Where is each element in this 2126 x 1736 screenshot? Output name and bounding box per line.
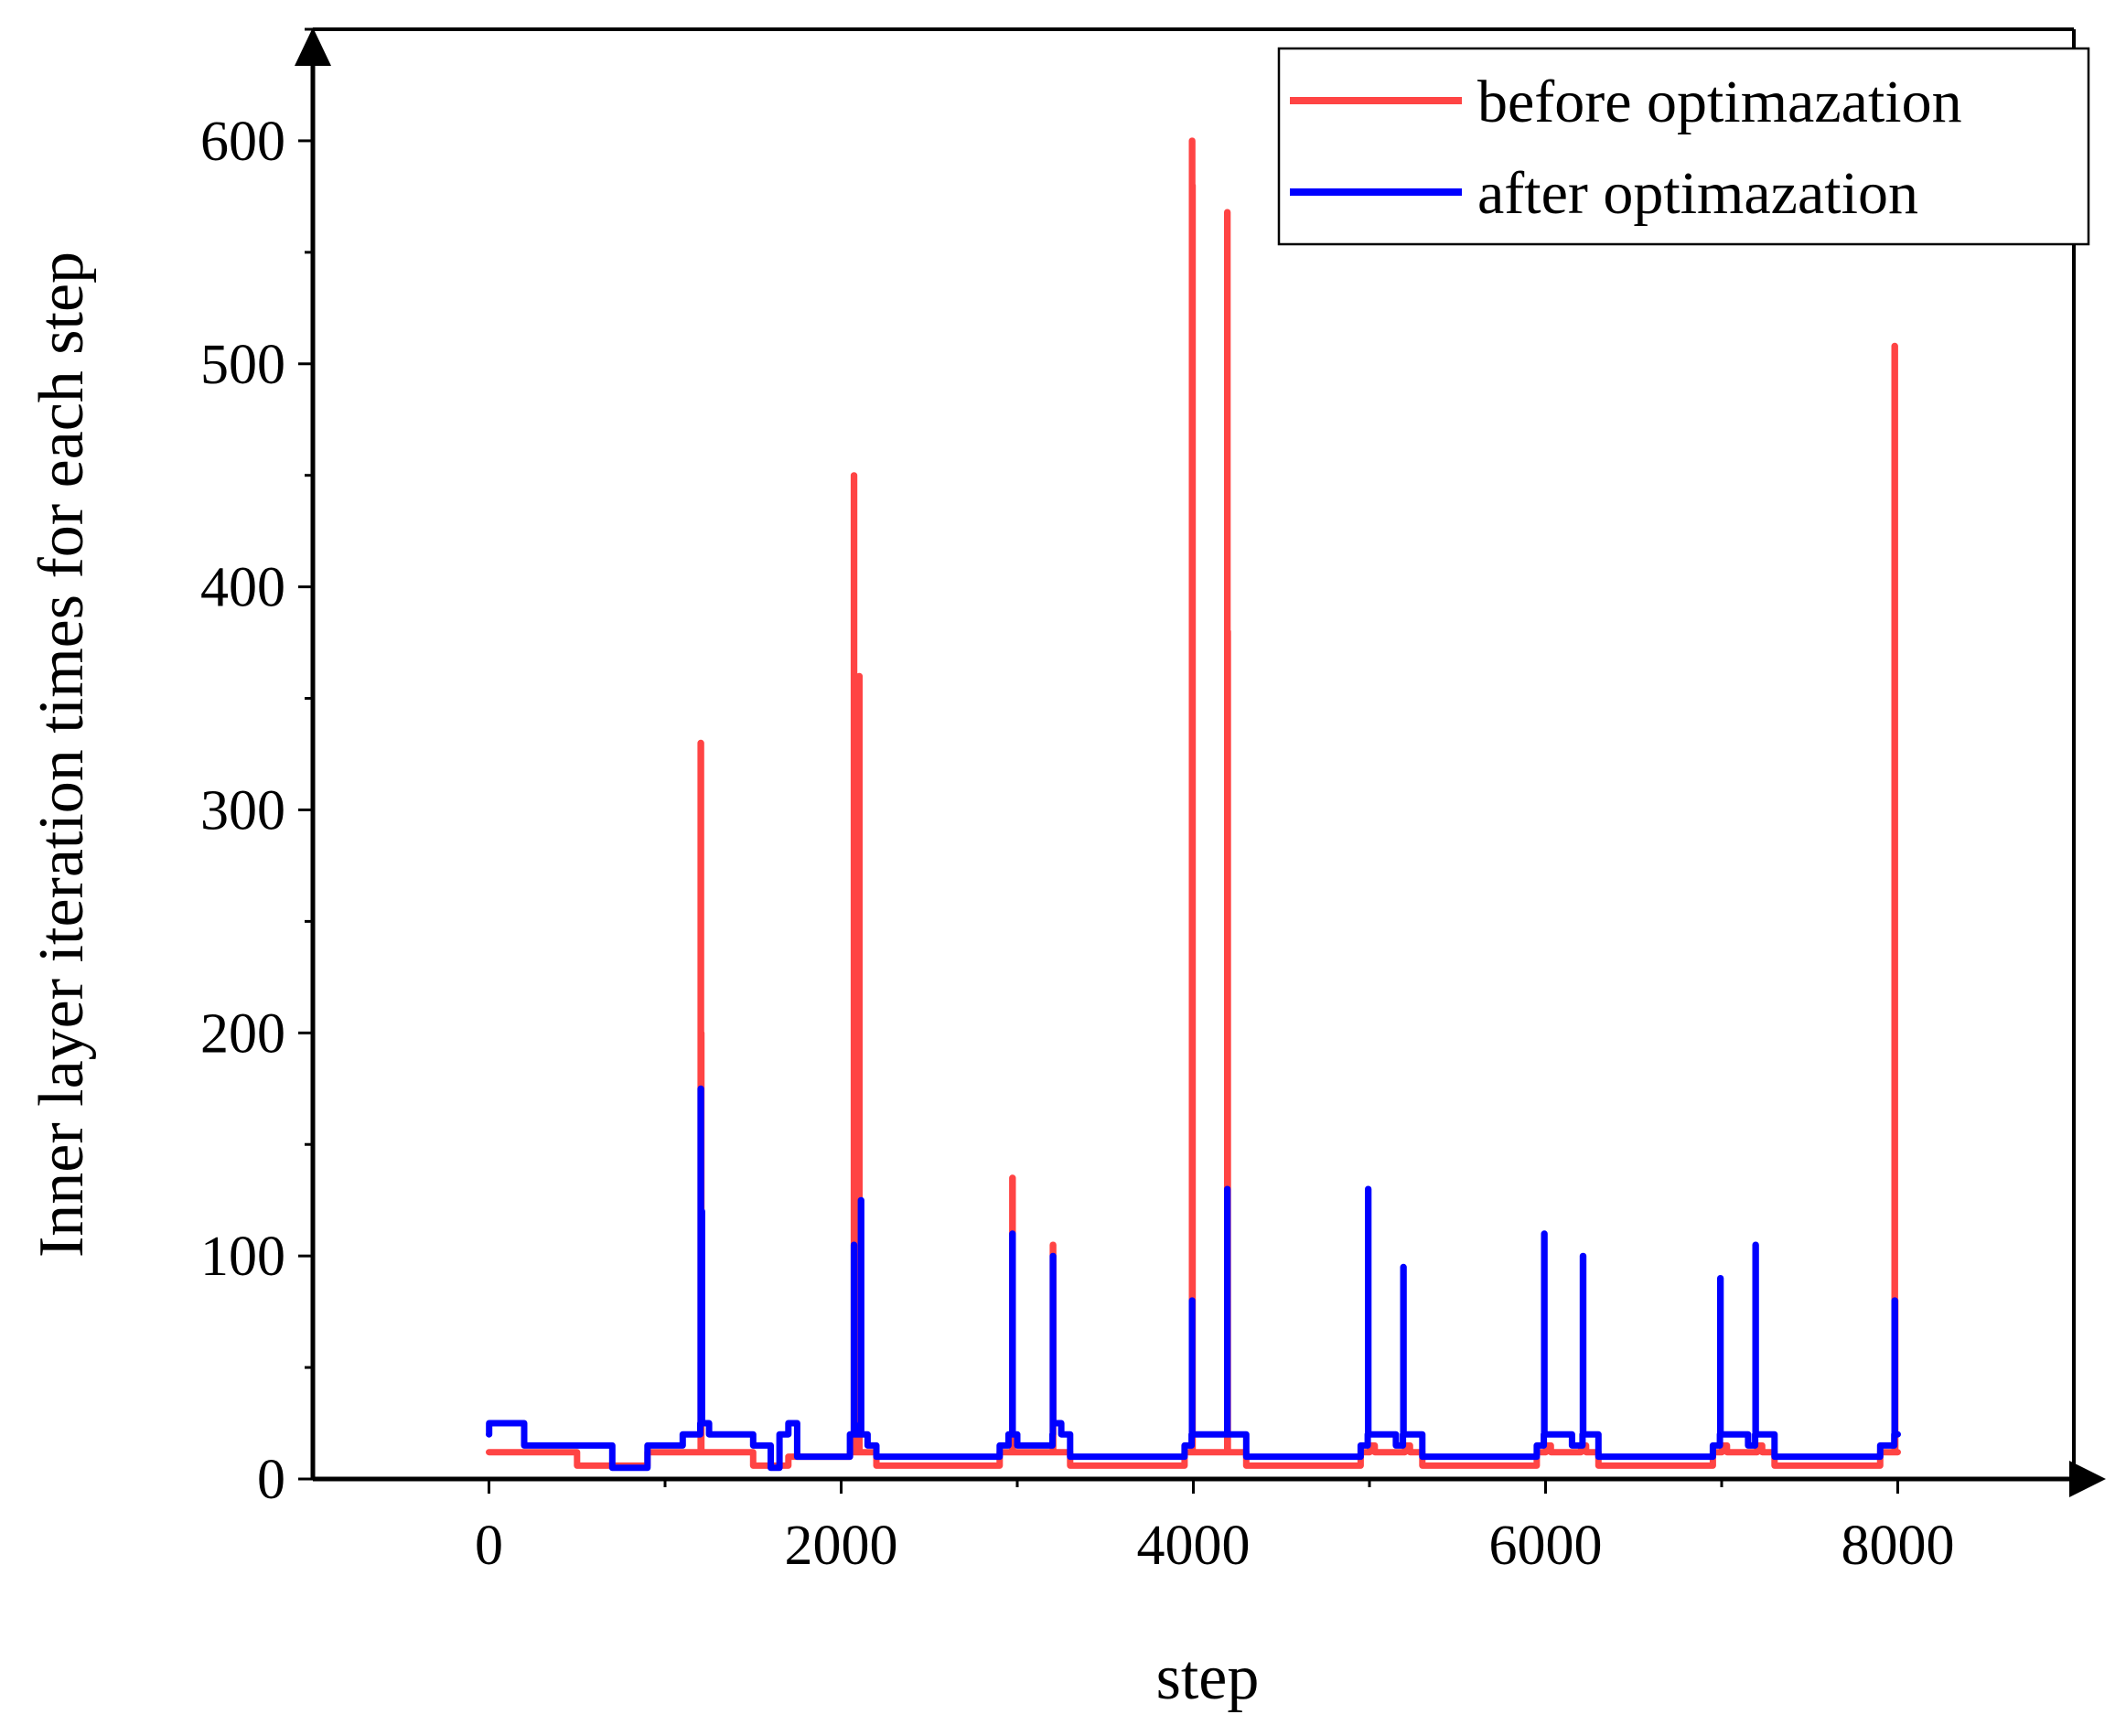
x-tick-label: 8000 xyxy=(1841,1515,1955,1577)
x-tick-label: 2000 xyxy=(785,1515,898,1577)
x-tick-label: 0 xyxy=(475,1515,503,1577)
y-tick-label: 500 xyxy=(200,334,285,396)
ticks-layer: 0 2000 4000 6000 8000 0 100 200 300 400 500 600 xyxy=(200,27,1955,1577)
y-axis-arrow xyxy=(295,27,331,66)
x-tick-label: 6000 xyxy=(1489,1515,1603,1577)
series-layer xyxy=(486,137,1901,1472)
legend-label-after: after optimazation xyxy=(1477,160,1918,227)
x-tick-label: 4000 xyxy=(1137,1515,1251,1577)
y-tick-label: 100 xyxy=(200,1226,285,1288)
x-axis-title: step xyxy=(1156,1643,1260,1713)
series-line-after xyxy=(486,1085,1901,1472)
legend: before optimazation after optimazation xyxy=(1277,47,2090,246)
y-tick-label: 600 xyxy=(200,111,285,173)
legend-label-before: before optimazation xyxy=(1477,69,1962,135)
legend-box xyxy=(1277,47,2090,246)
y-tick-label: 200 xyxy=(200,1002,285,1065)
x-axis-arrow xyxy=(2069,1461,2106,1497)
y-tick-label: 300 xyxy=(200,779,285,841)
y-tick-label: 0 xyxy=(257,1449,285,1511)
y-axis-title: Inner layer iteration times for each ste… xyxy=(27,252,97,1258)
y-tick-label: 400 xyxy=(200,557,285,619)
